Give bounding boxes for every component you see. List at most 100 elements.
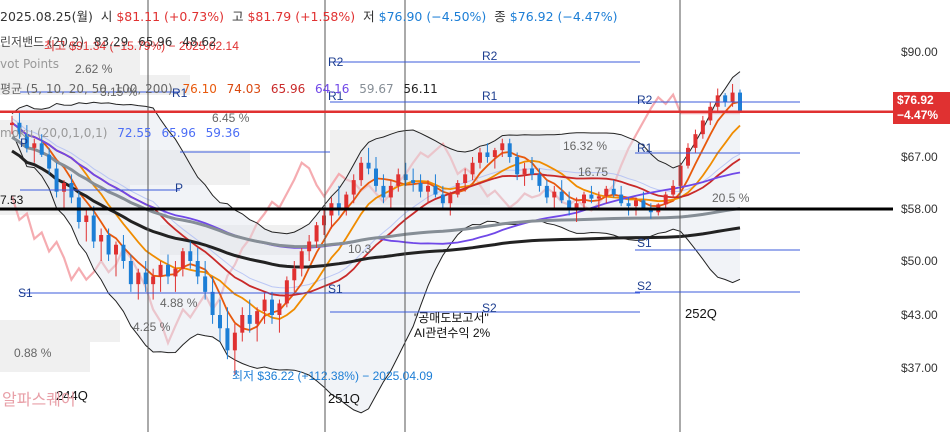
candle-body	[530, 168, 534, 175]
watermark-logo: 알파스퀘어	[2, 390, 76, 409]
quarter-252-label: 252Q	[685, 306, 717, 321]
pct-label: 2.62 %	[75, 62, 113, 76]
candle-body	[210, 291, 215, 315]
candle-body	[54, 168, 59, 192]
close-label: 종	[494, 9, 506, 24]
pivot-label: S2	[637, 279, 652, 293]
pivot-label: P	[175, 181, 183, 195]
candle-body	[143, 272, 148, 285]
ichimoku-label: moku (20,0,1,0,1)	[0, 126, 108, 140]
candle-body	[567, 200, 572, 209]
volume-profile-box	[560, 150, 680, 180]
candle-body	[136, 272, 141, 285]
candle-body	[277, 303, 282, 315]
candle-body	[91, 215, 96, 242]
candle-body	[99, 235, 104, 242]
candle-body	[225, 328, 230, 351]
candle-body	[463, 174, 468, 183]
candle-body	[359, 162, 364, 181]
candle-body	[247, 315, 252, 324]
candle-body	[641, 200, 646, 208]
candle-body	[537, 174, 542, 186]
pivot-label: P	[20, 136, 28, 150]
candle-body	[678, 165, 683, 186]
bollinger-upper: 83.29	[93, 35, 129, 49]
high-label: 고	[231, 9, 244, 24]
pct-label: 20.5 %	[712, 191, 750, 205]
candle-body	[47, 154, 52, 169]
ma5-value: 76.10	[182, 82, 217, 96]
candle-body	[128, 261, 133, 285]
candle-body	[314, 225, 319, 242]
pct-label: 0.88 %	[14, 346, 52, 360]
pivot-label: R2	[328, 55, 344, 69]
ma20-value: 65.96	[270, 82, 306, 96]
candle-body	[708, 106, 713, 121]
candle-body	[106, 235, 111, 255]
candle-body	[351, 180, 356, 195]
candle-body	[552, 191, 557, 198]
candle-body	[62, 183, 66, 192]
ichimoku-base: 65.96	[161, 126, 196, 140]
bollinger-upper-line	[11, 71, 741, 235]
candle-body	[500, 143, 505, 151]
ichimoku-legend[interactable]: moku (20,0,1,0,1) 72.55 65.96 59.36	[0, 126, 246, 140]
bollinger-lower: 48.62	[182, 35, 217, 49]
candle-body	[322, 215, 326, 226]
candle-body	[270, 299, 274, 315]
pivot-label: S1	[18, 286, 33, 300]
chart-labels: R2 R1 R2 R1 R2 R1 S1 S1 S2 S2 S1 R1 P P 최고 $91.34 (−15…	[0, 39, 750, 406]
candle-body	[700, 120, 705, 135]
header-date: 2025.08.25(월)	[0, 9, 93, 24]
pivot-legend[interactable]: vot Points	[0, 57, 65, 71]
candle-body	[10, 122, 14, 126]
pivot-label: R2	[637, 93, 653, 107]
candle-body	[381, 185, 386, 198]
current-price-value: $76.92	[897, 93, 934, 107]
pct-label: 16.32 %	[563, 139, 607, 153]
volume-profile-box	[0, 75, 190, 95]
candle-body	[433, 185, 438, 195]
period-low-annotation: 최저 $36.22 (+112.38%) − 2025.04.09	[232, 369, 433, 383]
y-axis-tick-label: $43.00	[901, 308, 938, 322]
candle-body	[158, 264, 163, 277]
pct-label: 6.45 %	[212, 111, 250, 125]
candle-body	[17, 122, 22, 135]
candle-body	[596, 196, 601, 199]
candle-body	[693, 134, 698, 148]
candle-body	[114, 244, 118, 255]
ma200-value: 56.11	[403, 82, 438, 96]
bollinger-legend[interactable]: 린저밴드 (20,2) 83.29 65.96 48.62	[0, 33, 223, 50]
y-axis-tick-label: $67.00	[901, 150, 938, 164]
candle-body	[626, 203, 631, 207]
candle-body	[403, 174, 408, 181]
pct-label: 4.88 %	[160, 296, 198, 310]
candle-body	[470, 162, 475, 175]
candle-body	[188, 251, 193, 261]
low-label: 저	[363, 9, 375, 24]
pivot-label: R1	[328, 89, 344, 103]
candle-body	[344, 194, 349, 209]
candle-body	[374, 168, 378, 186]
candle-body	[284, 280, 289, 304]
candle-body	[388, 185, 393, 198]
candle-body	[515, 157, 520, 175]
bollinger-fill	[12, 71, 740, 413]
candle-body	[455, 183, 460, 195]
candle-body	[671, 185, 676, 195]
ma200-line	[11, 149, 741, 269]
close-value: $76.92 (−4.47%)	[509, 9, 618, 24]
candle-body	[611, 188, 616, 195]
low-value: $76.90 (−4.50%)	[378, 9, 487, 24]
pivot-label: R1	[172, 86, 188, 100]
pct-label: 16.75	[578, 165, 608, 179]
ma50-value: 64.16	[315, 82, 350, 96]
pct-label: 4.25 %	[133, 320, 171, 334]
candle-body	[396, 174, 401, 186]
quarter-251-label: 251Q	[328, 391, 360, 406]
ma-legend[interactable]: 평균 (5, 10, 20, 50, 100, 200) 76.10 74.03…	[0, 80, 444, 97]
candle-body	[195, 261, 200, 277]
pct-label: 10.3	[348, 242, 372, 256]
